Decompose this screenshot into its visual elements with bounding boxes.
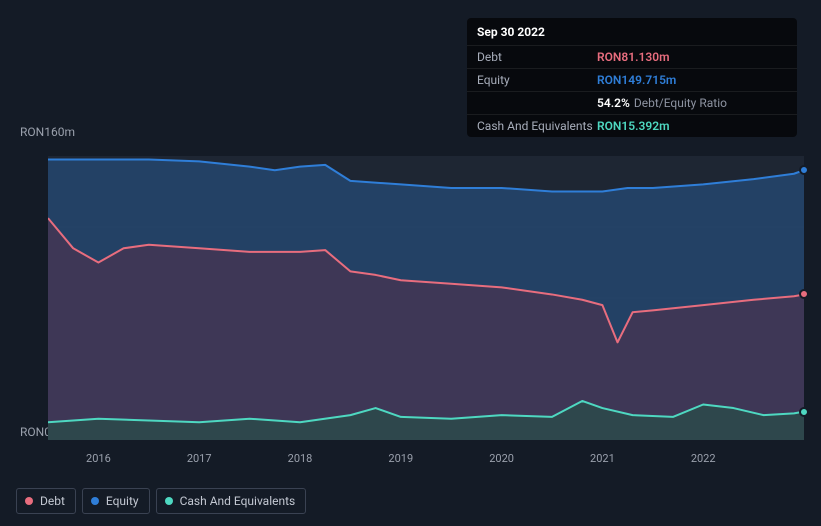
tooltip-row-label: Debt bbox=[477, 50, 597, 64]
y-axis-label-min: RON0 bbox=[20, 425, 51, 439]
tooltip-row: DebtRON81.130m bbox=[467, 45, 797, 68]
tooltip-row-label: Cash And Equivalents bbox=[477, 119, 597, 133]
tooltip-row-suffix: Debt/Equity Ratio bbox=[634, 96, 727, 110]
tooltip-row: 54.2% Debt/Equity Ratio bbox=[467, 91, 797, 114]
legend-item-label: Equity bbox=[106, 494, 139, 508]
tooltip-date: Sep 30 2022 bbox=[467, 18, 797, 45]
legend-item[interactable]: Debt bbox=[16, 488, 76, 514]
legend-item[interactable]: Equity bbox=[82, 488, 150, 514]
legend-item-label: Debt bbox=[40, 494, 65, 508]
tooltip-row-value: RON81.130m bbox=[597, 50, 670, 64]
tooltip-row: EquityRON149.715m bbox=[467, 68, 797, 91]
tooltip-row-value: 54.2% bbox=[597, 96, 630, 110]
x-axis-tick: 2020 bbox=[489, 452, 514, 465]
tooltip-row-label: Equity bbox=[477, 73, 597, 87]
chart-plot-area bbox=[48, 156, 804, 440]
x-axis-tick: 2016 bbox=[86, 452, 111, 465]
series-end-marker bbox=[799, 407, 809, 417]
legend-dot-icon bbox=[25, 497, 33, 505]
x-axis: 2016 2017 2018 2019 2020 2021 2022 bbox=[0, 452, 821, 472]
chart-legend: Debt Equity Cash And Equivalents bbox=[16, 488, 306, 514]
tooltip-row-label bbox=[477, 96, 597, 110]
x-axis-tick: 2018 bbox=[288, 452, 313, 465]
x-axis-tick: 2021 bbox=[590, 452, 615, 465]
y-axis-label-max: RON160m bbox=[20, 125, 75, 139]
area-chart-svg bbox=[48, 156, 804, 440]
x-axis-tick: 2017 bbox=[187, 452, 212, 465]
series-end-marker bbox=[799, 165, 809, 175]
tooltip-row: Cash And EquivalentsRON15.392m bbox=[467, 114, 797, 137]
legend-dot-icon bbox=[165, 497, 173, 505]
tooltip-row-value: RON15.392m bbox=[597, 119, 670, 133]
x-axis-tick: 2019 bbox=[388, 452, 413, 465]
series-end-marker bbox=[799, 289, 809, 299]
chart-tooltip: Sep 30 2022 DebtRON81.130mEquityRON149.7… bbox=[467, 18, 797, 137]
legend-item[interactable]: Cash And Equivalents bbox=[156, 488, 307, 514]
tooltip-row-value: RON149.715m bbox=[597, 73, 676, 87]
legend-item-label: Cash And Equivalents bbox=[180, 494, 296, 508]
x-axis-tick: 2022 bbox=[691, 452, 716, 465]
legend-dot-icon bbox=[91, 497, 99, 505]
